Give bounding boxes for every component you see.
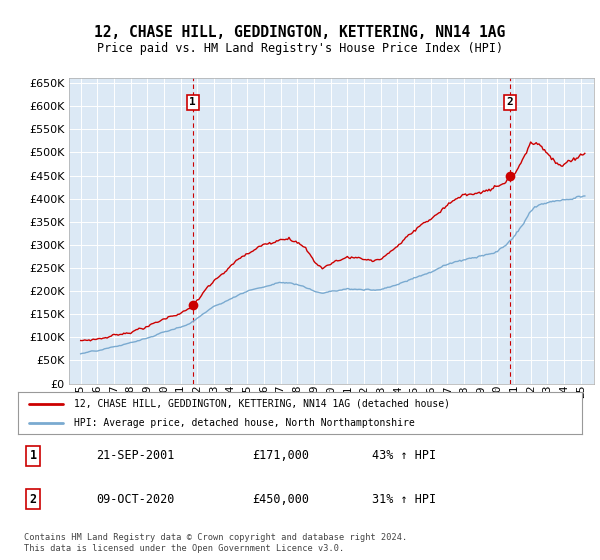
Text: 43% ↑ HPI: 43% ↑ HPI <box>372 449 436 463</box>
Text: 12, CHASE HILL, GEDDINGTON, KETTERING, NN14 1AG (detached house): 12, CHASE HILL, GEDDINGTON, KETTERING, N… <box>74 399 451 409</box>
Text: £450,000: £450,000 <box>252 493 309 506</box>
Text: 21-SEP-2001: 21-SEP-2001 <box>96 449 175 463</box>
Text: 2: 2 <box>29 493 37 506</box>
Text: 12, CHASE HILL, GEDDINGTON, KETTERING, NN14 1AG: 12, CHASE HILL, GEDDINGTON, KETTERING, N… <box>94 25 506 40</box>
Text: 1: 1 <box>29 449 37 463</box>
Text: 09-OCT-2020: 09-OCT-2020 <box>96 493 175 506</box>
Text: Price paid vs. HM Land Registry's House Price Index (HPI): Price paid vs. HM Land Registry's House … <box>97 42 503 55</box>
Text: HPI: Average price, detached house, North Northamptonshire: HPI: Average price, detached house, Nort… <box>74 418 415 428</box>
Text: Contains HM Land Registry data © Crown copyright and database right 2024.
This d: Contains HM Land Registry data © Crown c… <box>24 533 407 553</box>
Text: £171,000: £171,000 <box>252 449 309 463</box>
Text: 31% ↑ HPI: 31% ↑ HPI <box>372 493 436 506</box>
Text: 1: 1 <box>189 97 196 108</box>
Text: 2: 2 <box>507 97 514 108</box>
